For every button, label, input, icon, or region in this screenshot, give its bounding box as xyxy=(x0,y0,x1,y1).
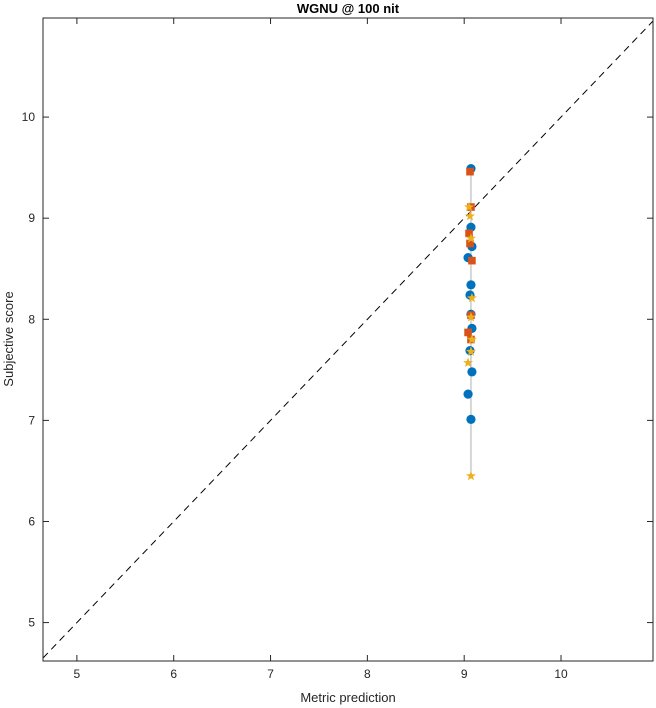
y-tick-label: 5 xyxy=(28,616,35,630)
reference-diagonal xyxy=(42,20,654,659)
data-point-square xyxy=(466,167,474,176)
x-tick-label: 9 xyxy=(461,667,468,681)
x-tick-label: 6 xyxy=(170,667,177,681)
data-point-star xyxy=(466,233,476,243)
data-point-square xyxy=(465,229,473,238)
data-point-circle xyxy=(466,414,476,424)
y-tick-label: 9 xyxy=(28,211,35,225)
data-point-circle xyxy=(466,280,476,290)
y-tick-label: 7 xyxy=(28,413,35,427)
data-point-square xyxy=(466,239,474,248)
data-point-circle xyxy=(467,367,477,377)
x-axis-label: Metric prediction xyxy=(300,690,395,705)
plot-area xyxy=(43,18,653,661)
markers-layer xyxy=(463,164,477,481)
data-point-star xyxy=(466,470,476,481)
data-point-square xyxy=(464,328,472,337)
data-point-star xyxy=(466,346,476,356)
y-tick-label: 10 xyxy=(22,110,36,124)
chart-title: WGNU @ 100 nit xyxy=(297,1,400,16)
y-ticks: 5 6 7 8 9 10 xyxy=(22,110,653,630)
x-tick-label: 5 xyxy=(74,667,81,681)
y-tick-label: 6 xyxy=(28,514,35,528)
x-tick-label: 10 xyxy=(554,667,568,681)
y-tick-label: 8 xyxy=(28,312,35,326)
data-point-star xyxy=(465,210,475,221)
x-tick-label: 7 xyxy=(267,667,274,681)
data-point-star xyxy=(466,312,476,322)
x-ticks: 5 6 7 8 9 10 xyxy=(74,18,568,681)
plot-frame xyxy=(42,17,654,662)
x-tick-label: 8 xyxy=(364,667,371,681)
data-point-star xyxy=(464,201,474,212)
data-point-star xyxy=(463,357,474,367)
data-point-circle xyxy=(463,389,473,399)
data-point-square xyxy=(468,256,476,265)
data-point-star xyxy=(466,292,477,303)
y-axis-label: Subjective score xyxy=(1,291,16,386)
data-point-star xyxy=(466,334,477,344)
